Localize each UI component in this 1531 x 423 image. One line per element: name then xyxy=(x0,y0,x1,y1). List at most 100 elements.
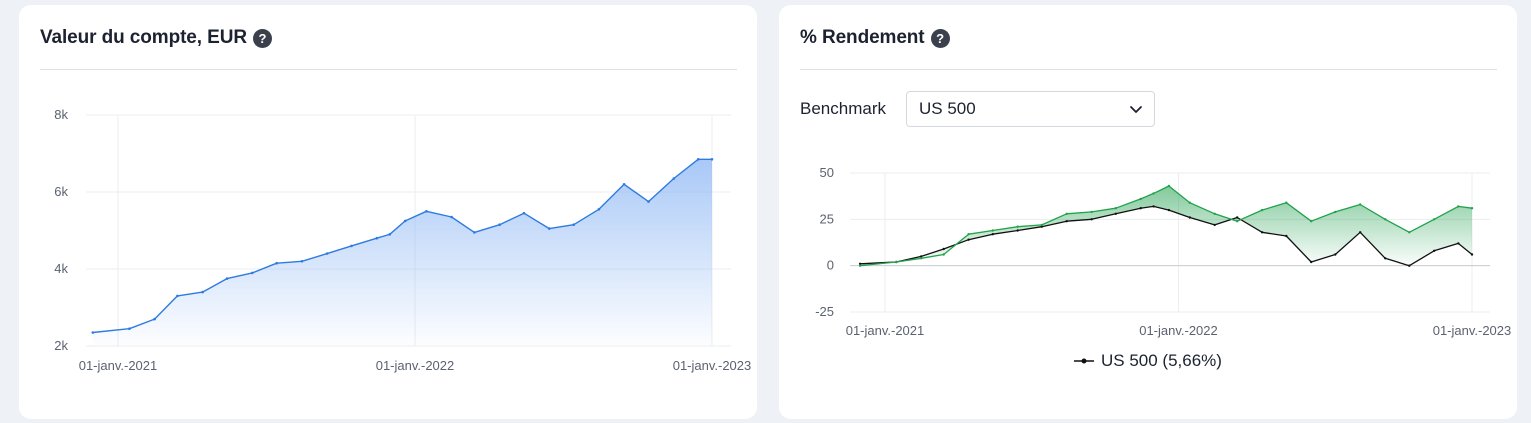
benchmark-point xyxy=(991,233,994,236)
portfolio-return-point xyxy=(942,253,945,256)
benchmark-point xyxy=(1213,223,1216,227)
portfolio-return-point xyxy=(1152,192,1155,195)
portfolio-return-point xyxy=(1334,210,1337,214)
account-value-title: Valeur du compte, EUR xyxy=(40,27,247,48)
x-tick-label: 01-janv.-2023 xyxy=(673,358,752,373)
account-value-point xyxy=(710,158,714,161)
divider xyxy=(40,69,737,70)
portfolio-return-point xyxy=(1236,220,1239,223)
y-tick-label: 4k xyxy=(54,261,68,276)
benchmark-point xyxy=(1470,253,1474,256)
account-value-point xyxy=(622,183,626,186)
portfolio-return-point xyxy=(1285,201,1288,204)
portfolio-return-point xyxy=(1139,197,1142,201)
benchmark-point xyxy=(1384,257,1387,260)
portfolio-return-point xyxy=(895,260,898,264)
question-circle-icon[interactable]: ? xyxy=(252,28,272,48)
benchmark-select[interactable]: US 500 xyxy=(905,91,1155,127)
account-value-header: Valeur du compte, EUR ? xyxy=(40,27,272,49)
benchmark-point xyxy=(1167,208,1171,212)
portfolio-return-point xyxy=(967,233,970,236)
account-value-point xyxy=(647,200,650,203)
benchmark-point xyxy=(1139,207,1142,210)
portfolio-return-point xyxy=(1457,205,1460,208)
y-tick-label: 25 xyxy=(820,211,834,226)
benchmark-selected-value: US 500 xyxy=(918,99,976,118)
account-value-area xyxy=(92,159,713,346)
benchmark-point xyxy=(967,238,970,241)
question-circle-icon[interactable]: ? xyxy=(930,28,950,48)
benchmark-point xyxy=(1016,229,1019,232)
account-value-point xyxy=(450,215,453,219)
account-value-point xyxy=(350,244,353,248)
account-value-point xyxy=(473,231,476,234)
portfolio-return-point xyxy=(920,257,923,260)
portfolio-return-point xyxy=(1433,218,1436,221)
account-value-point xyxy=(548,227,551,230)
portfolio-return-point xyxy=(1065,212,1068,215)
portfolio-return-point xyxy=(1470,207,1474,210)
benchmark-point xyxy=(1310,260,1313,264)
account-value-point xyxy=(153,317,156,321)
benchmark-point xyxy=(1065,220,1068,223)
benchmark-point xyxy=(942,247,945,251)
account-value-point xyxy=(375,236,379,240)
portfolio-return-point xyxy=(1359,203,1362,206)
chevron-down-icon xyxy=(1130,106,1142,113)
account-value-point xyxy=(176,294,179,298)
benchmark-point xyxy=(1334,253,1337,256)
account-value-point xyxy=(128,327,131,331)
portfolio-return-point xyxy=(1310,220,1313,223)
benchmark-point xyxy=(1188,216,1191,219)
outperformance-area xyxy=(860,186,1472,266)
portfolio-return-point xyxy=(858,264,862,267)
benchmark-point xyxy=(1114,212,1117,215)
benchmark-point xyxy=(1040,225,1043,228)
benchmark-point xyxy=(1285,234,1288,238)
portfolio-return-point xyxy=(1090,210,1093,214)
y-tick-label: 0 xyxy=(827,258,834,273)
x-tick-label: 01-janv.-2022 xyxy=(376,358,455,373)
y-tick-label: 50 xyxy=(820,165,834,180)
x-tick-label: 01-janv.-2021 xyxy=(79,358,158,373)
portfolio-return-point xyxy=(1408,231,1411,234)
x-tick-label: 01-janv.-2022 xyxy=(1139,323,1218,338)
portfolio-return-point xyxy=(1114,207,1117,210)
return-header: % Rendement ? xyxy=(800,27,950,49)
x-tick-label: 01-janv.-2021 xyxy=(846,323,925,338)
account-value-point xyxy=(225,277,229,280)
benchmark-point xyxy=(1359,231,1362,234)
account-value-chart[interactable]: 2k 4k 6k 8k 01-janv.-2021 01-janv.-2022 01-jan… xyxy=(19,5,757,419)
benchmark-point xyxy=(1457,242,1460,245)
portfolio-return-point xyxy=(1188,201,1191,204)
account-value-point xyxy=(275,261,279,265)
legend-label: US 500 (5,66%) xyxy=(1101,351,1222,370)
benchmark-point xyxy=(1090,218,1093,221)
account-value-point xyxy=(522,211,526,215)
divider xyxy=(800,69,1497,70)
y-tick-label: 8k xyxy=(54,107,68,122)
account-value-point xyxy=(696,158,700,161)
account-value-card: Valeur du compte, EUR ? 2k 4k 6k 8k 01-janv.… xyxy=(19,5,757,419)
benchmark-label: Benchmark xyxy=(800,99,886,118)
benchmark-point xyxy=(1152,205,1155,208)
account-value-point xyxy=(251,271,254,275)
account-value-point xyxy=(388,233,392,236)
return-chart[interactable]: -25 0 25 50 01-janv.-2021 01-janv.-2022 01-jan… xyxy=(779,5,1517,419)
account-value-point xyxy=(403,219,407,223)
benchmark-point xyxy=(1433,249,1436,252)
account-value-point xyxy=(498,223,501,226)
portfolio-return-point xyxy=(1384,218,1387,221)
account-value-point xyxy=(672,177,676,180)
portfolio-return-point xyxy=(1016,225,1019,228)
legend-line-marker-icon xyxy=(1074,358,1094,364)
benchmark-point xyxy=(1236,216,1239,219)
y-tick-label: 6k xyxy=(54,184,68,199)
benchmark-point xyxy=(858,262,862,265)
chart-legend[interactable]: US 500 (5,66%) xyxy=(1073,351,1222,371)
account-value-point xyxy=(300,260,304,263)
account-value-point xyxy=(572,223,575,226)
account-value-point xyxy=(425,210,428,213)
portfolio-return-point xyxy=(1260,208,1264,212)
return-card: % Rendement ? Benchmark US 500 -25 0 25 50 0… xyxy=(779,5,1517,419)
